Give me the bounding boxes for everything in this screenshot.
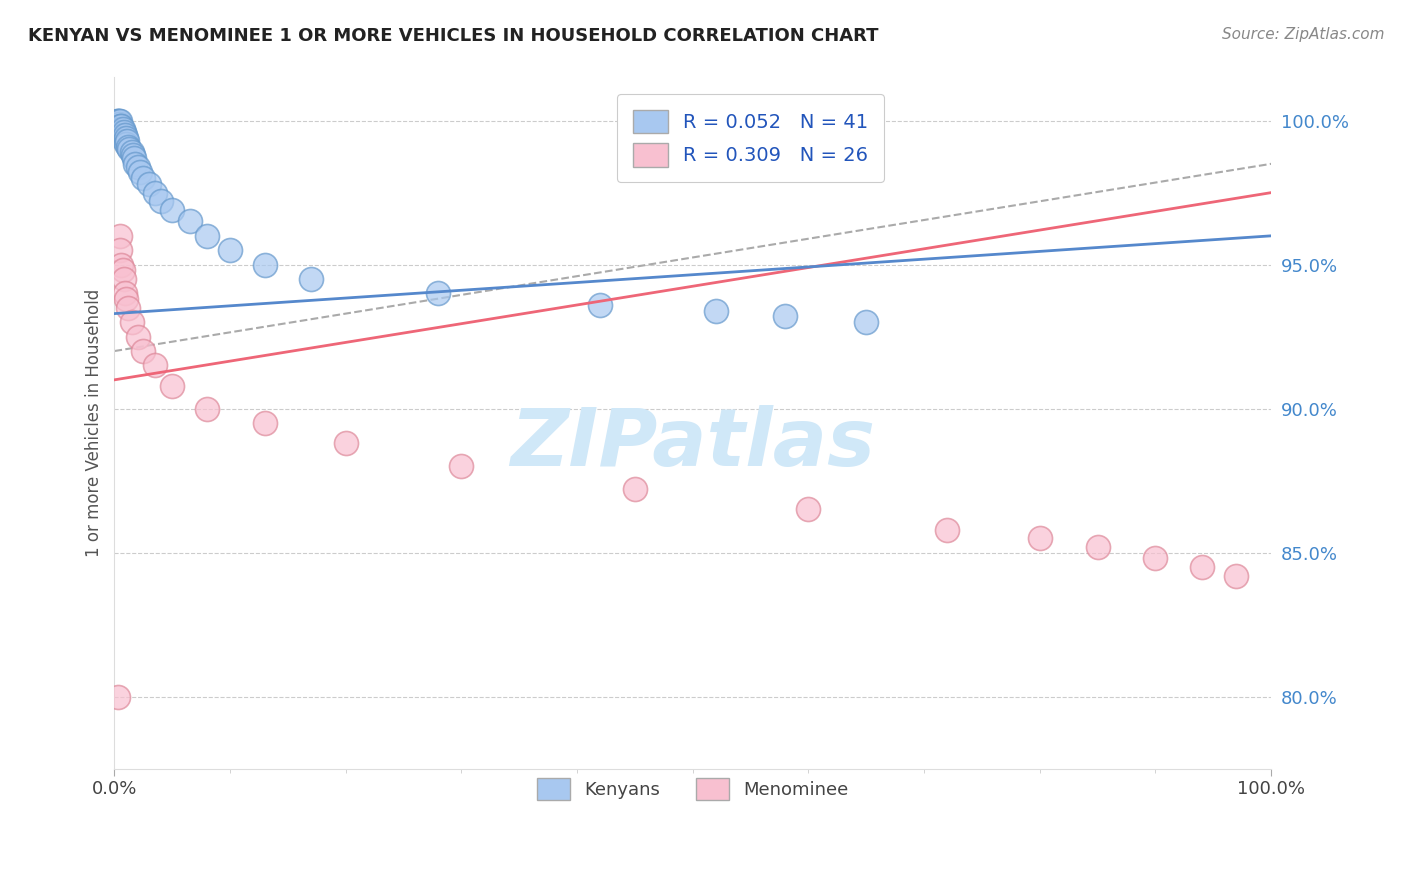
Point xyxy=(775,310,797,324)
Legend: Kenyans, Menominee: Kenyans, Menominee xyxy=(523,764,863,815)
Point xyxy=(117,301,139,315)
Point xyxy=(118,143,141,157)
Point xyxy=(110,125,132,139)
Point xyxy=(108,113,131,128)
Point xyxy=(624,483,647,497)
Point xyxy=(1225,568,1247,582)
Point xyxy=(107,113,129,128)
Point xyxy=(143,359,166,373)
Point xyxy=(108,244,131,258)
Point xyxy=(797,502,820,516)
Point xyxy=(122,151,145,165)
Point xyxy=(114,128,136,142)
Point xyxy=(115,136,138,151)
Point xyxy=(589,298,612,312)
Point xyxy=(195,401,218,416)
Point xyxy=(114,286,136,301)
Point xyxy=(1029,531,1052,545)
Point xyxy=(110,258,132,272)
Point xyxy=(427,286,450,301)
Y-axis label: 1 or more Vehicles in Household: 1 or more Vehicles in Household xyxy=(86,289,103,558)
Point xyxy=(121,145,143,160)
Point xyxy=(108,228,131,243)
Point xyxy=(179,214,201,228)
Point xyxy=(132,344,155,359)
Point xyxy=(1144,551,1167,566)
Point xyxy=(128,165,150,179)
Point xyxy=(253,258,276,272)
Point xyxy=(110,120,132,134)
Point xyxy=(115,292,138,306)
Point xyxy=(127,329,149,343)
Point xyxy=(112,131,135,145)
Point xyxy=(162,378,184,392)
Point xyxy=(450,459,472,474)
Point xyxy=(149,194,172,209)
Point xyxy=(132,171,155,186)
Text: KENYAN VS MENOMINEE 1 OR MORE VEHICLES IN HOUSEHOLD CORRELATION CHART: KENYAN VS MENOMINEE 1 OR MORE VEHICLES I… xyxy=(28,27,879,45)
Point xyxy=(108,113,131,128)
Point xyxy=(115,131,138,145)
Text: ZIPatlas: ZIPatlas xyxy=(510,405,876,483)
Point xyxy=(299,272,322,286)
Point xyxy=(195,228,218,243)
Point xyxy=(704,303,727,318)
Point xyxy=(114,134,136,148)
Point xyxy=(124,157,146,171)
Point xyxy=(115,134,138,148)
Point xyxy=(335,436,357,450)
Point xyxy=(127,160,149,174)
Point xyxy=(117,139,139,153)
Point xyxy=(112,272,135,286)
Point xyxy=(112,125,135,139)
Point xyxy=(936,523,959,537)
Point xyxy=(111,122,134,136)
Point xyxy=(122,148,145,162)
Point xyxy=(253,416,276,430)
Point xyxy=(855,315,877,329)
Point xyxy=(105,113,128,128)
Point xyxy=(143,186,166,200)
Text: Source: ZipAtlas.com: Source: ZipAtlas.com xyxy=(1222,27,1385,42)
Point xyxy=(162,202,184,217)
Point xyxy=(1087,540,1109,554)
Point xyxy=(219,244,242,258)
Point xyxy=(108,116,131,130)
Point xyxy=(121,315,143,329)
Point xyxy=(108,120,131,134)
Point xyxy=(1191,560,1213,574)
Point xyxy=(111,128,134,142)
Point xyxy=(138,177,160,191)
Point xyxy=(108,122,131,136)
Point xyxy=(107,690,129,704)
Point xyxy=(111,263,134,277)
